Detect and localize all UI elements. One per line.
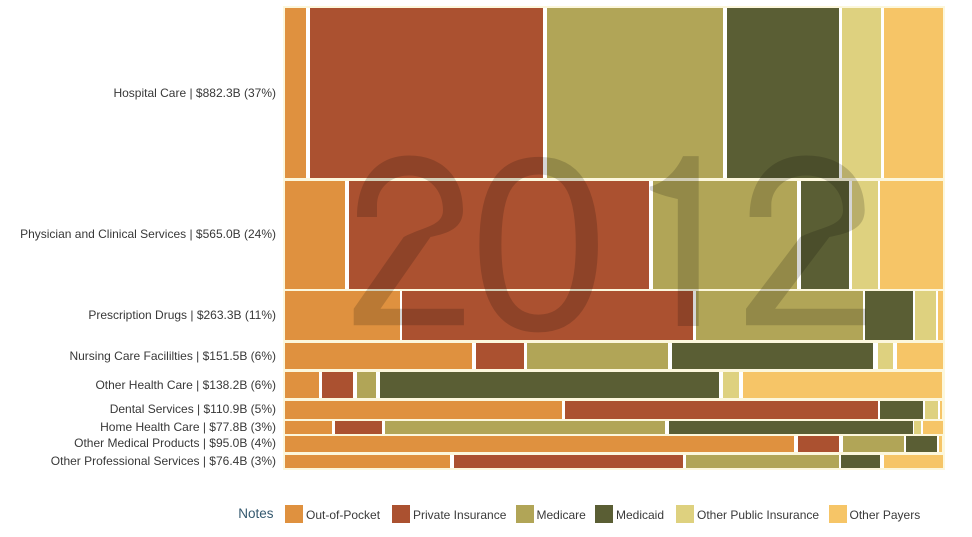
- svg-text:0: 0: [470, 105, 608, 383]
